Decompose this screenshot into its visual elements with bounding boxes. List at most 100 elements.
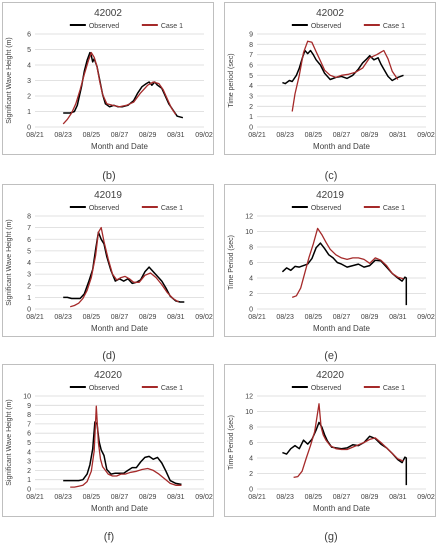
y-tick-label: 9	[249, 32, 253, 39]
y-tick-label: 6	[27, 237, 31, 244]
y-tick-label: 8	[249, 42, 253, 49]
y-axis-title: Time Period (sec)	[228, 235, 235, 290]
x-tick-label: 08/31	[389, 132, 407, 139]
chart-border	[2, 364, 214, 517]
y-tick-label: 0	[249, 307, 253, 314]
chart-title: 42002	[316, 8, 344, 19]
x-tick-label: 09/02	[417, 314, 435, 321]
y-tick-label: 1	[27, 109, 31, 116]
caption-g: (g)	[324, 531, 337, 543]
chart-d: 0 1 2 3 4 5 6 7 8 08/21 08/23 08/25 08/27 08/29 08/31 0…	[2, 184, 214, 337]
chart-border	[224, 184, 436, 337]
caption-e: (e)	[324, 350, 337, 362]
y-tick-label: 8	[27, 214, 31, 221]
series-line-case1	[62, 51, 177, 125]
y-tick-label: 3	[27, 78, 31, 85]
x-tick-label: 08/29	[139, 314, 157, 321]
y-tick-label: 6	[249, 260, 253, 267]
x-axis-title: Month and Date	[313, 142, 370, 151]
y-axis-title: Significant Wave Height (m)	[6, 399, 13, 486]
y-tick-label: 4	[249, 83, 253, 90]
caption-f: (f)	[104, 531, 114, 543]
y-tick-label: 10	[245, 409, 253, 416]
y-tick-label: 6	[27, 32, 31, 39]
y-tick-label: 6	[249, 440, 253, 447]
x-tick-label: 08/31	[389, 494, 407, 501]
y-tick-label: 7	[27, 225, 31, 232]
y-tick-label: 10	[23, 394, 31, 401]
x-tick-label: 08/27	[111, 314, 129, 321]
chart-border	[224, 364, 436, 517]
legend-label-observed: Observed	[89, 23, 119, 30]
x-tick-label: 08/29	[361, 494, 379, 501]
x-tick-label: 08/27	[111, 494, 129, 501]
chart-title: 42020	[94, 370, 122, 381]
y-axis-title: Time period (sec)	[228, 53, 235, 107]
x-tick-label: 08/27	[333, 314, 351, 321]
x-tick-label: 08/23	[54, 132, 72, 139]
y-tick-label: 10	[245, 229, 253, 236]
y-axis-title: Significant Wave Height (m)	[6, 219, 13, 306]
x-axis-title: Month and Date	[313, 324, 370, 333]
x-tick-label: 08/25	[305, 314, 323, 321]
x-tick-label: 08/21	[26, 132, 44, 139]
x-tick-label: 08/31	[167, 494, 185, 501]
y-tick-label: 4	[249, 456, 253, 463]
y-tick-label: 2	[249, 471, 253, 478]
x-axis-title: Month and Date	[313, 504, 370, 513]
y-tick-label: 5	[27, 47, 31, 54]
y-tick-label: 2	[27, 468, 31, 475]
chart-title: 42019	[316, 190, 344, 201]
x-tick-label: 08/21	[248, 494, 266, 501]
y-tick-label: 8	[249, 245, 253, 252]
y-tick-label: 5	[27, 248, 31, 255]
x-tick-label: 08/21	[26, 494, 44, 501]
chart-e: 0 2 4 6 8 10 12 08/21 08/23 08/25 08/27 08/29 08/31 0…	[224, 184, 436, 337]
x-tick-label: 08/29	[139, 494, 157, 501]
x-tick-label: 08/23	[276, 494, 294, 501]
x-tick-label: 08/21	[248, 314, 266, 321]
x-tick-label: 08/31	[167, 132, 185, 139]
x-tick-label: 08/23	[54, 494, 72, 501]
series-line-case1	[293, 403, 404, 479]
y-tick-label: 1	[27, 477, 31, 484]
chart-title: 42020	[316, 370, 344, 381]
legend-label-case1: Case 1	[161, 23, 183, 30]
y-tick-label: 6	[249, 63, 253, 70]
y-tick-label: 2	[27, 94, 31, 101]
x-tick-label: 08/27	[333, 494, 351, 501]
legend-label-observed: Observed	[311, 23, 341, 30]
x-axis-title: Month and Date	[91, 504, 148, 513]
x-tick-label: 08/25	[83, 494, 101, 501]
chart-c: 0 1 2 3 4 5 6 7 8 9 08/21 08/23 08/25 08/27 08/29 08/31…	[224, 2, 436, 155]
chart-b: 0 1 2 3 4 5 6 08/21 08/23 08/25 08/27 08/29 08/31 09/…	[2, 2, 214, 155]
series-line-case1	[70, 226, 180, 308]
caption-b: (b)	[102, 170, 115, 182]
x-tick-label: 08/27	[333, 132, 351, 139]
x-tick-label: 08/23	[276, 132, 294, 139]
y-tick-label: 9	[27, 403, 31, 410]
y-axis-title: Time Period (sec)	[228, 415, 235, 470]
x-tick-label: 09/02	[417, 494, 435, 501]
legend-label-observed: Observed	[311, 385, 341, 392]
y-tick-label: 12	[245, 214, 253, 221]
x-tick-label: 08/23	[276, 314, 294, 321]
x-tick-label: 08/25	[305, 132, 323, 139]
y-tick-label: 3	[249, 94, 253, 101]
x-tick-label: 09/02	[195, 494, 213, 501]
x-tick-label: 09/02	[195, 314, 213, 321]
series-line-observed	[63, 421, 182, 486]
legend-label-case1: Case 1	[383, 23, 405, 30]
x-axis-title: Month and Date	[91, 142, 148, 151]
legend-label-case1: Case 1	[383, 385, 405, 392]
y-tick-label: 0	[27, 125, 31, 132]
y-tick-label: 0	[27, 487, 31, 494]
chart-g: 0 2 4 6 8 10 12 08/21 08/23 08/25 08/27 08/29 08/31 0…	[224, 364, 436, 517]
series-line-case1	[70, 405, 182, 488]
caption-d: (d)	[102, 350, 115, 362]
y-tick-label: 2	[249, 291, 253, 298]
x-tick-label: 08/21	[248, 132, 266, 139]
caption-c: (c)	[325, 170, 338, 182]
series-line-case1	[291, 40, 399, 112]
